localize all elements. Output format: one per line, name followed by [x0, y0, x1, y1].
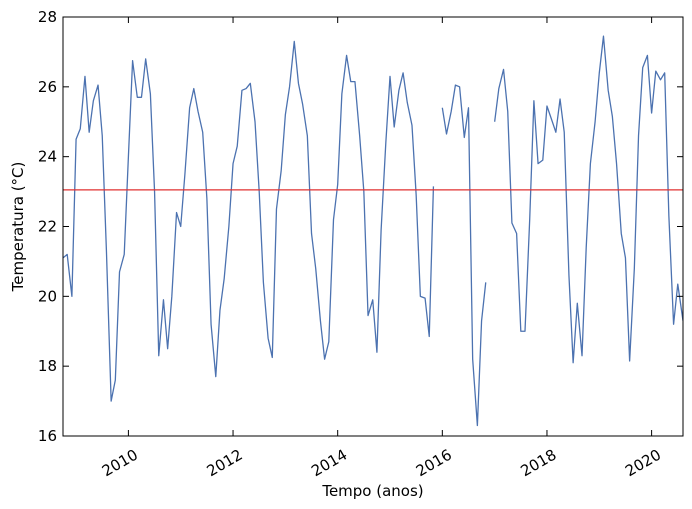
- x-tick-label: 2016: [413, 446, 455, 481]
- x-tick-label: 2012: [204, 446, 246, 481]
- x-tick-label: 2020: [622, 446, 664, 481]
- series-line-segment: [494, 35, 683, 364]
- x-tick-label: 2018: [517, 446, 559, 481]
- y-tick-label: 16: [38, 427, 57, 445]
- y-tick-label: 26: [38, 78, 57, 96]
- y-tick-label: 28: [38, 8, 57, 26]
- x-tick-label: 2010: [99, 446, 141, 481]
- series-line-segment: [63, 40, 435, 402]
- y-tick-label: 22: [38, 218, 57, 236]
- y-tick-label: 18: [38, 357, 57, 375]
- x-axis-label: Tempo (anos): [321, 482, 423, 500]
- series-layer: [63, 35, 683, 427]
- y-tick-label: 24: [38, 148, 57, 166]
- ticks-layer: [63, 16, 683, 437]
- y-axis-label: Temperatura (°C): [9, 162, 27, 293]
- x-tick-label: 2014: [308, 446, 350, 481]
- series-line-segment: [441, 84, 487, 427]
- y-tick-label: 20: [38, 287, 57, 305]
